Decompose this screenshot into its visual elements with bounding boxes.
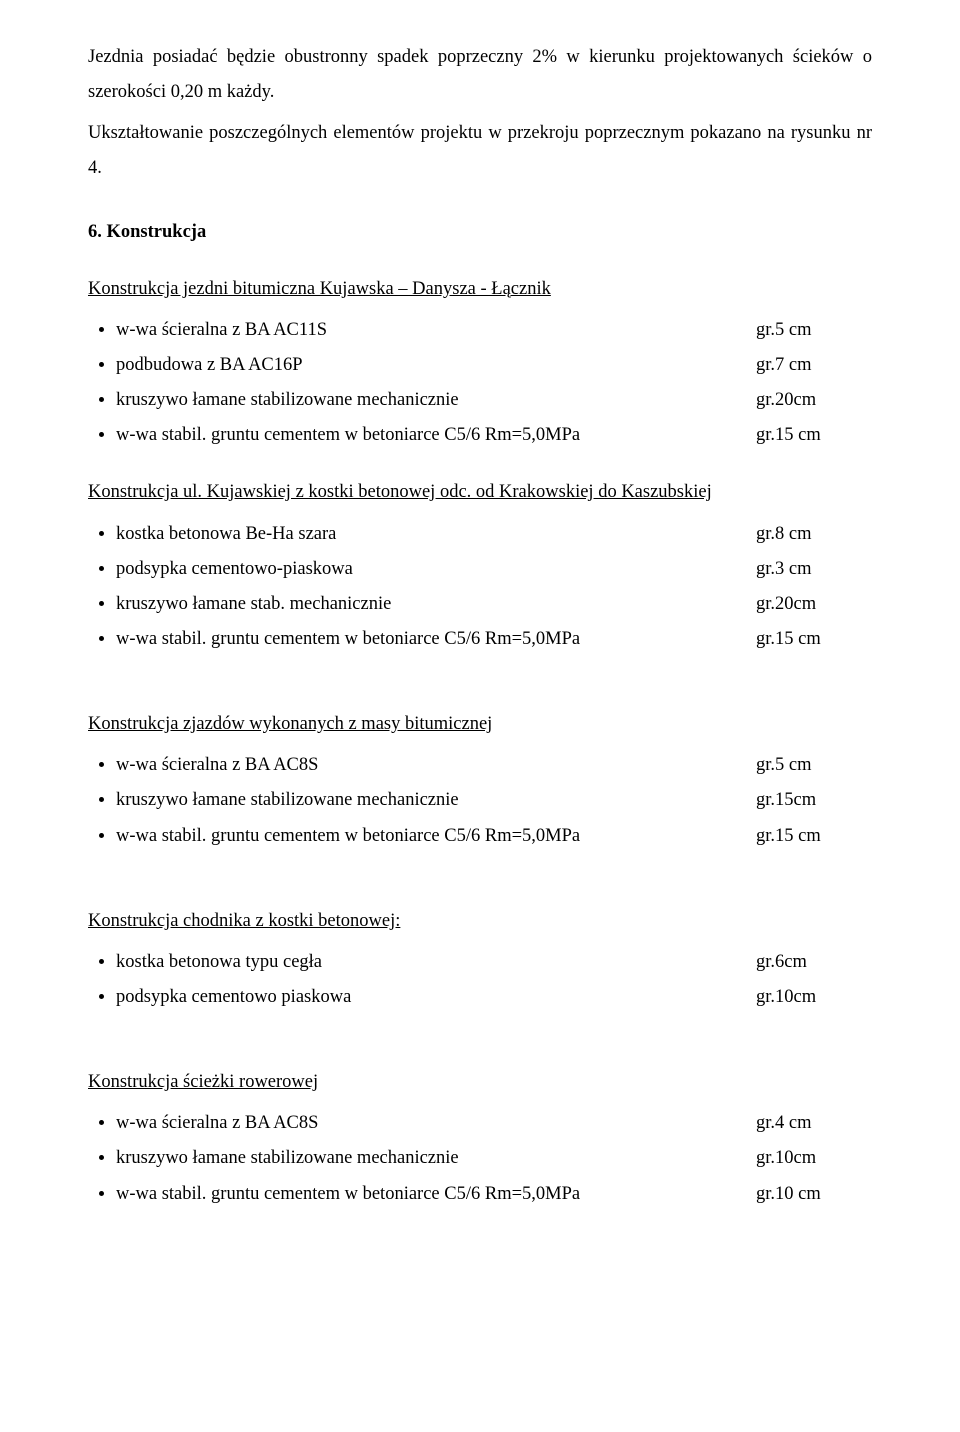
list-item: kruszywo łamane stab. mechanicznie gr.20… xyxy=(116,587,872,622)
item-label: w-wa ścieralna z BA AC8S xyxy=(116,1113,318,1133)
list-item: kostka betonowa typu cegła gr.6cm xyxy=(116,945,872,980)
item-value: gr.5 cm xyxy=(716,748,812,783)
list-item: kruszywo łamane stabilizowane mechaniczn… xyxy=(116,383,872,418)
item-value: gr.15cm xyxy=(716,783,816,818)
item-value: gr.10 cm xyxy=(716,1177,821,1212)
item-label: w-wa stabil. gruntu cementem w betoniarc… xyxy=(116,629,580,649)
group2-list: kostka betonowa Be-Ha szara gr.8 cm pods… xyxy=(88,517,872,658)
item-label: kruszywo łamane stabilizowane mechaniczn… xyxy=(116,790,459,810)
item-label: podsypka cementowo piaskowa xyxy=(116,987,351,1007)
group1-title: Konstrukcja jezdni bitumiczna Kujawska –… xyxy=(88,272,872,307)
list-item: w-wa ścieralna z BA AC11S gr.5 cm xyxy=(116,313,872,348)
group3-title: Konstrukcja zjazdów wykonanych z masy bi… xyxy=(88,707,872,742)
item-label: kruszywo łamane stabilizowane mechaniczn… xyxy=(116,1148,459,1168)
list-item: podbudowa z BA AC16P gr.7 cm xyxy=(116,348,872,383)
item-label: podsypka cementowo-piaskowa xyxy=(116,559,353,579)
list-item: kruszywo łamane stabilizowane mechaniczn… xyxy=(116,1141,872,1176)
item-value: gr.20cm xyxy=(716,383,816,418)
item-value: gr.15 cm xyxy=(716,622,821,657)
item-value: gr.15 cm xyxy=(716,819,821,854)
item-value: gr.20cm xyxy=(716,587,816,622)
list-item: podsypka cementowo piaskowa gr.10cm xyxy=(116,980,872,1015)
item-label: w-wa stabil. gruntu cementem w betoniarc… xyxy=(116,425,580,445)
item-value: gr.5 cm xyxy=(716,313,812,348)
group2-title: Konstrukcja ul. Kujawskiej z kostki beto… xyxy=(88,475,872,510)
item-label: podbudowa z BA AC16P xyxy=(116,355,303,375)
group5-list: w-wa ścieralna z BA AC8S gr.4 cm kruszyw… xyxy=(88,1106,872,1211)
item-label: w-wa ścieralna z BA AC11S xyxy=(116,320,327,340)
item-value: gr.10cm xyxy=(716,980,816,1015)
item-label: kruszywo łamane stab. mechanicznie xyxy=(116,594,391,614)
item-label: w-wa stabil. gruntu cementem w betoniarc… xyxy=(116,1184,580,1204)
item-value: gr.7 cm xyxy=(716,348,812,383)
group4-title: Konstrukcja chodnika z kostki betonowej: xyxy=(88,904,872,939)
list-item: w-wa ścieralna z BA AC8S gr.5 cm xyxy=(116,748,872,783)
group3-list: w-wa ścieralna z BA AC8S gr.5 cm kruszyw… xyxy=(88,748,872,853)
item-label: kostka betonowa Be-Ha szara xyxy=(116,524,336,544)
item-value: gr.10cm xyxy=(716,1141,816,1176)
list-item: w-wa stabil. gruntu cementem w betoniarc… xyxy=(116,622,872,657)
list-item: podsypka cementowo-piaskowa gr.3 cm xyxy=(116,552,872,587)
group4-list: kostka betonowa typu cegła gr.6cm podsyp… xyxy=(88,945,872,1015)
list-item: kruszywo łamane stabilizowane mechaniczn… xyxy=(116,783,872,818)
page: Jezdnia posiadać będzie obustronny spade… xyxy=(0,0,960,1432)
list-item: w-wa ścieralna z BA AC8S gr.4 cm xyxy=(116,1106,872,1141)
item-value: gr.15 cm xyxy=(716,418,821,453)
list-item: w-wa stabil. gruntu cementem w betoniarc… xyxy=(116,418,872,453)
intro-paragraph-1: Jezdnia posiadać będzie obustronny spade… xyxy=(88,40,872,110)
item-value: gr.6cm xyxy=(716,945,807,980)
group1-list: w-wa ścieralna z BA AC11S gr.5 cm podbud… xyxy=(88,313,872,454)
item-label: w-wa ścieralna z BA AC8S xyxy=(116,755,318,775)
group5-title: Konstrukcja ścieżki rowerowej xyxy=(88,1065,872,1100)
item-label: w-wa stabil. gruntu cementem w betoniarc… xyxy=(116,826,580,846)
list-item: kostka betonowa Be-Ha szara gr.8 cm xyxy=(116,517,872,552)
item-label: kruszywo łamane stabilizowane mechaniczn… xyxy=(116,390,459,410)
intro-paragraph-2: Ukształtowanie poszczególnych elementów … xyxy=(88,116,872,186)
list-item: w-wa stabil. gruntu cementem w betoniarc… xyxy=(116,819,872,854)
list-item: w-wa stabil. gruntu cementem w betoniarc… xyxy=(116,1177,872,1212)
item-value: gr.8 cm xyxy=(716,517,812,552)
item-label: kostka betonowa typu cegła xyxy=(116,952,322,972)
item-value: gr.4 cm xyxy=(716,1106,812,1141)
item-value: gr.3 cm xyxy=(716,552,812,587)
section-6-heading: 6. Konstrukcja xyxy=(88,215,872,250)
